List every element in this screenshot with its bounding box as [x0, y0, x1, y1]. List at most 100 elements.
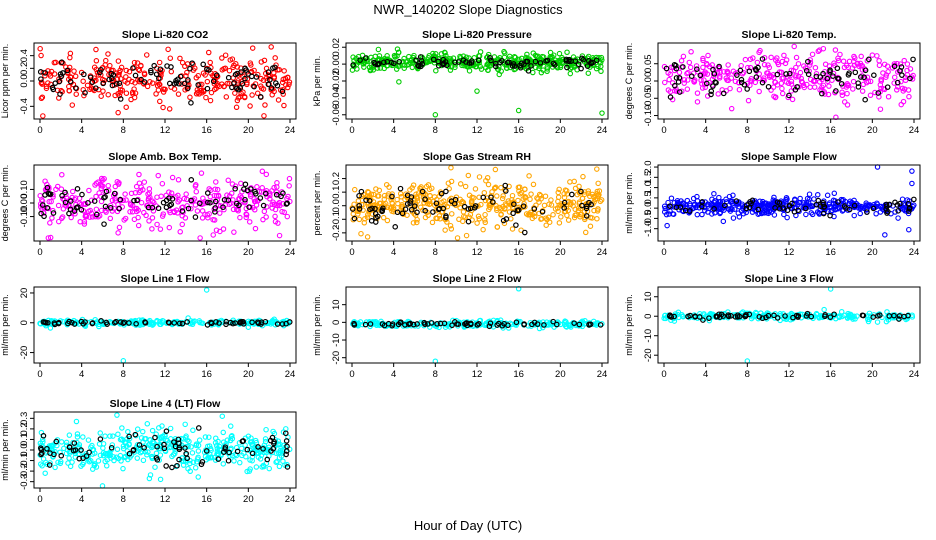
data-point	[594, 191, 600, 197]
reference-point	[805, 58, 811, 65]
data-point	[736, 86, 743, 93]
x-tick-label: 24	[597, 247, 608, 258]
data-point	[263, 214, 269, 220]
reference-point	[163, 463, 169, 469]
y-tick-label: 0.2	[19, 422, 30, 435]
y-tick-label: -0.06	[331, 104, 342, 126]
reference-point	[583, 205, 590, 212]
reference-point	[56, 78, 63, 85]
data-point	[350, 54, 356, 60]
data-point	[231, 229, 237, 235]
reference-point	[257, 195, 264, 201]
series-points	[37, 412, 293, 489]
reference-point	[782, 313, 788, 319]
data-point	[179, 81, 185, 87]
reference-point	[502, 182, 509, 189]
data-point	[556, 220, 563, 226]
data-point	[576, 199, 583, 205]
data-point	[401, 55, 407, 62]
reference-point	[108, 444, 115, 451]
reference-point	[899, 72, 905, 78]
data-point	[384, 217, 391, 224]
x-tick-label: 0	[661, 125, 666, 136]
data-point	[841, 312, 848, 319]
panel-title: Slope Gas Stream RH	[423, 151, 531, 163]
data-point	[128, 96, 134, 103]
reference-point	[239, 80, 246, 87]
x-tick-label: 0	[37, 369, 42, 380]
x-tick-label: 20	[555, 369, 566, 380]
data-point	[98, 198, 105, 205]
data-point	[112, 92, 118, 99]
data-point	[536, 199, 542, 205]
data-point	[585, 70, 592, 76]
data-point	[199, 81, 205, 88]
reference-point	[284, 443, 290, 450]
data-point	[854, 61, 861, 67]
data-point	[711, 73, 717, 80]
reference-point	[896, 316, 902, 322]
data-point	[84, 82, 91, 89]
reference-point	[375, 61, 381, 67]
reference-point	[98, 66, 104, 73]
data-point	[824, 192, 831, 199]
reference-point	[713, 79, 719, 86]
data-point	[127, 209, 133, 215]
data-point	[155, 87, 162, 93]
data-point	[93, 206, 100, 213]
data-point	[123, 74, 129, 80]
data-point	[47, 220, 53, 226]
data-point	[466, 192, 473, 199]
data-point	[865, 203, 872, 210]
data-point	[469, 198, 475, 204]
reference-point	[132, 431, 139, 438]
reference-point	[687, 312, 693, 319]
data-point	[160, 211, 167, 217]
outlier-point	[42, 470, 48, 476]
data-point	[437, 216, 443, 222]
data-point	[46, 198, 52, 205]
data-point	[231, 458, 237, 464]
x-tick-label: 8	[433, 125, 438, 136]
reference-point	[894, 202, 901, 208]
panel-8: Slope Line 2 Flow ml/min per min. 0 4 8 12 16 2…	[312, 273, 609, 380]
reference-point	[792, 87, 799, 93]
data-point	[462, 214, 468, 220]
reference-point	[783, 71, 789, 77]
reference-point	[79, 191, 85, 198]
reference-point	[763, 314, 769, 321]
reference-point	[784, 207, 791, 214]
x-tick-label: 4	[79, 247, 84, 258]
reference-point	[541, 322, 547, 328]
reference-point	[587, 321, 594, 328]
reference-point	[188, 177, 195, 183]
data-point	[562, 318, 568, 324]
reference-point	[667, 94, 674, 100]
data-point	[544, 66, 551, 72]
data-point	[441, 198, 447, 204]
data-point	[725, 70, 731, 77]
x-tick-label: 0	[349, 247, 354, 258]
data-point	[724, 69, 730, 76]
data-point	[591, 199, 597, 205]
data-point	[567, 201, 574, 208]
data-point	[45, 235, 52, 241]
reference-point	[366, 197, 373, 204]
data-point	[366, 64, 373, 71]
y-tick-label: 0.02	[331, 38, 342, 57]
series-points	[661, 43, 916, 121]
reference-point	[564, 64, 570, 71]
reference-point	[225, 197, 232, 203]
data-point	[286, 79, 293, 85]
reference-point	[771, 312, 777, 319]
reference-point	[101, 194, 107, 201]
reference-point	[910, 56, 916, 63]
reference-point	[225, 457, 232, 464]
reference-point	[240, 438, 247, 444]
data-point	[433, 196, 440, 203]
data-point	[144, 452, 150, 458]
data-point	[166, 106, 173, 112]
data-point	[486, 62, 492, 69]
data-point	[866, 310, 873, 317]
data-point	[849, 314, 855, 321]
